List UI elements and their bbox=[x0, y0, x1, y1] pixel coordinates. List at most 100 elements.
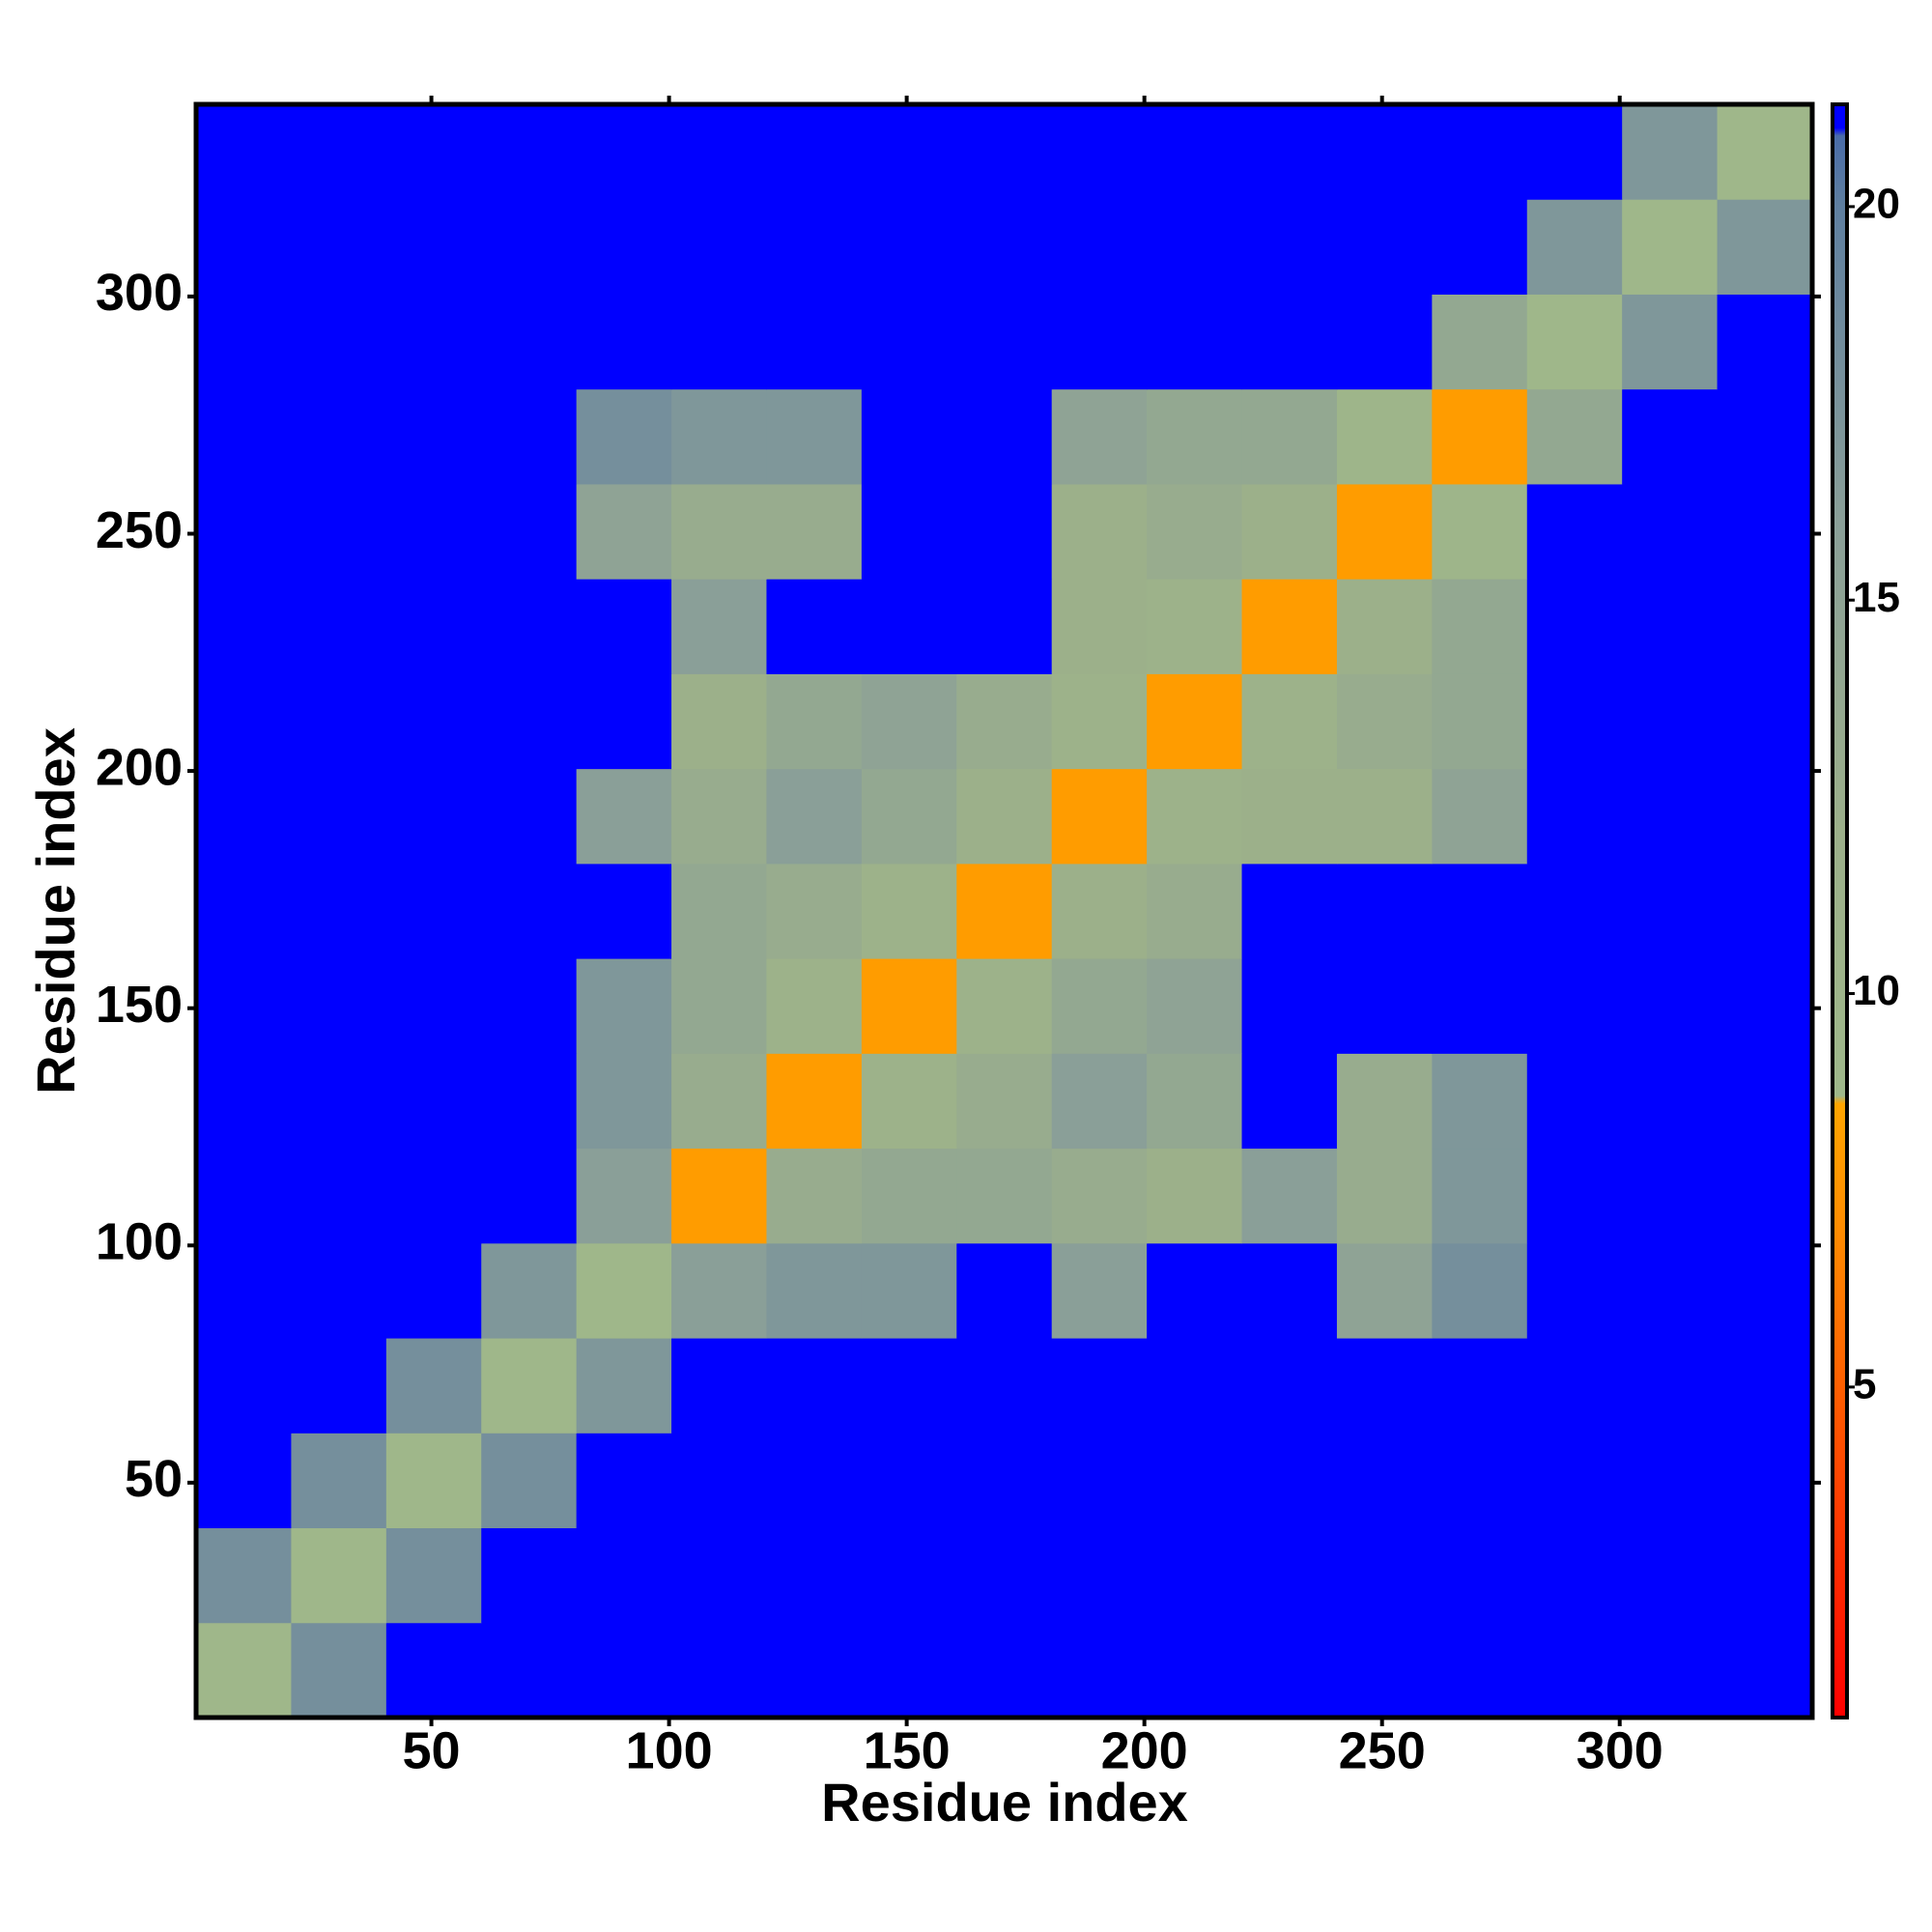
heatmap-cell bbox=[1432, 1148, 1528, 1244]
heatmap-cell bbox=[576, 483, 672, 580]
heatmap-cell bbox=[1147, 673, 1243, 770]
heatmap-cell bbox=[291, 1527, 387, 1624]
heatmap-cell bbox=[1051, 104, 1148, 200]
y-tick-label: 200 bbox=[96, 738, 183, 796]
heatmap-cell bbox=[1432, 579, 1528, 674]
heatmap-cell bbox=[1147, 1527, 1243, 1624]
heatmap-cell bbox=[1241, 104, 1338, 200]
heatmap-cell bbox=[1051, 388, 1148, 485]
heatmap-cell bbox=[1051, 768, 1148, 865]
heatmap-cell bbox=[1717, 1527, 1813, 1624]
heatmap-cell bbox=[1051, 199, 1148, 295]
heatmap-cell bbox=[861, 1338, 957, 1434]
heatmap-cell bbox=[671, 1053, 767, 1150]
heatmap-cell bbox=[1717, 1622, 1813, 1719]
heatmap-cell bbox=[1622, 199, 1719, 295]
heatmap-cell bbox=[1526, 104, 1623, 200]
heatmap-cell bbox=[1717, 958, 1813, 1054]
heatmap-cell bbox=[481, 294, 578, 390]
heatmap-cell bbox=[291, 1053, 387, 1150]
heatmap-cell bbox=[1241, 768, 1338, 865]
heatmap-cell bbox=[196, 1433, 292, 1529]
heatmap-cell bbox=[1336, 1148, 1433, 1244]
heatmap-cell bbox=[1241, 388, 1338, 485]
heatmap-cell bbox=[385, 673, 482, 770]
heatmap-cell bbox=[861, 673, 957, 770]
heatmap-cell bbox=[1622, 1433, 1719, 1529]
heatmap-cell bbox=[766, 863, 863, 959]
heatmap-cell bbox=[196, 199, 292, 295]
heatmap-cell bbox=[1051, 1433, 1148, 1529]
heatmap-cell bbox=[576, 768, 672, 865]
heatmap-cell bbox=[1051, 863, 1148, 959]
heatmap-cell bbox=[671, 1148, 767, 1244]
heatmap-cell bbox=[861, 1527, 957, 1624]
heatmap-cell bbox=[1526, 673, 1623, 770]
heatmap-cell bbox=[291, 483, 387, 580]
heatmap-cell bbox=[861, 1433, 957, 1529]
heatmap-cell bbox=[1622, 294, 1719, 390]
heatmap-cell bbox=[1622, 863, 1719, 959]
heatmap-cell bbox=[385, 1433, 482, 1529]
heatmap-cell bbox=[766, 199, 863, 295]
heatmap-cell bbox=[671, 294, 767, 390]
heatmap-cell bbox=[385, 1053, 482, 1150]
heatmap-cell bbox=[766, 1433, 863, 1529]
heatmap-cell bbox=[766, 1338, 863, 1434]
heatmap-cell bbox=[1147, 863, 1243, 959]
heatmap-cell bbox=[576, 1622, 672, 1719]
heatmap-cell bbox=[291, 294, 387, 390]
heatmap-cell bbox=[481, 579, 578, 674]
heatmap-cell bbox=[861, 1053, 957, 1150]
heatmap-cell bbox=[766, 673, 863, 770]
heatmap-cell bbox=[1526, 1242, 1623, 1339]
heatmap-cell bbox=[671, 1527, 767, 1624]
x-tick-label: 300 bbox=[1577, 1721, 1663, 1779]
heatmap-cell bbox=[956, 673, 1053, 770]
heatmap-cell bbox=[291, 388, 387, 485]
heatmap-cell bbox=[576, 1527, 672, 1624]
heatmap-cell bbox=[576, 673, 672, 770]
heatmap-cell bbox=[1526, 1527, 1623, 1624]
heatmap-cell bbox=[1622, 1242, 1719, 1339]
heatmap-cell bbox=[1432, 1338, 1528, 1434]
heatmap-cell bbox=[1717, 388, 1813, 485]
heatmap-cell bbox=[956, 958, 1053, 1054]
heatmap-cell bbox=[1051, 579, 1148, 674]
heatmap-cell bbox=[861, 863, 957, 959]
heatmap-cell bbox=[956, 863, 1053, 959]
heatmap-cell bbox=[766, 958, 863, 1054]
heatmap-cell bbox=[766, 579, 863, 674]
heatmap-cell bbox=[1717, 483, 1813, 580]
heatmap-cell bbox=[1051, 1242, 1148, 1339]
heatmap-cell bbox=[481, 1148, 578, 1244]
heatmap-cell bbox=[1526, 1433, 1623, 1529]
heatmap-cell bbox=[385, 958, 482, 1054]
heatmap-cell bbox=[1432, 673, 1528, 770]
heatmap-cell bbox=[1336, 483, 1433, 580]
heatmap-cell bbox=[291, 1242, 387, 1339]
heatmap-cell bbox=[196, 1622, 292, 1719]
heatmap-cell bbox=[1336, 388, 1433, 485]
x-tick-label: 250 bbox=[1339, 1721, 1426, 1779]
heatmap-cell bbox=[291, 768, 387, 865]
heatmap-cell bbox=[1432, 199, 1528, 295]
heatmap-cell bbox=[481, 1527, 578, 1624]
heatmap-cell bbox=[1241, 958, 1338, 1054]
heatmap-cell bbox=[385, 1242, 482, 1339]
heatmap-cell bbox=[1432, 1433, 1528, 1529]
heatmap-cell bbox=[1241, 1053, 1338, 1150]
x-tick-label: 100 bbox=[626, 1721, 713, 1779]
x-tick-label: 200 bbox=[1101, 1721, 1188, 1779]
heatmap-cell bbox=[291, 579, 387, 674]
heatmap-cell bbox=[671, 1433, 767, 1529]
heatmap-cell bbox=[481, 863, 578, 959]
heatmap-cell bbox=[671, 863, 767, 959]
heatmap-cell bbox=[481, 1053, 578, 1150]
heatmap-cell bbox=[1432, 1242, 1528, 1339]
heatmap-cell bbox=[861, 1242, 957, 1339]
heatmap-cell bbox=[671, 768, 767, 865]
heatmap-cell bbox=[1336, 1053, 1433, 1150]
heatmap-cell bbox=[1241, 863, 1338, 959]
heatmap-cell bbox=[1147, 768, 1243, 865]
